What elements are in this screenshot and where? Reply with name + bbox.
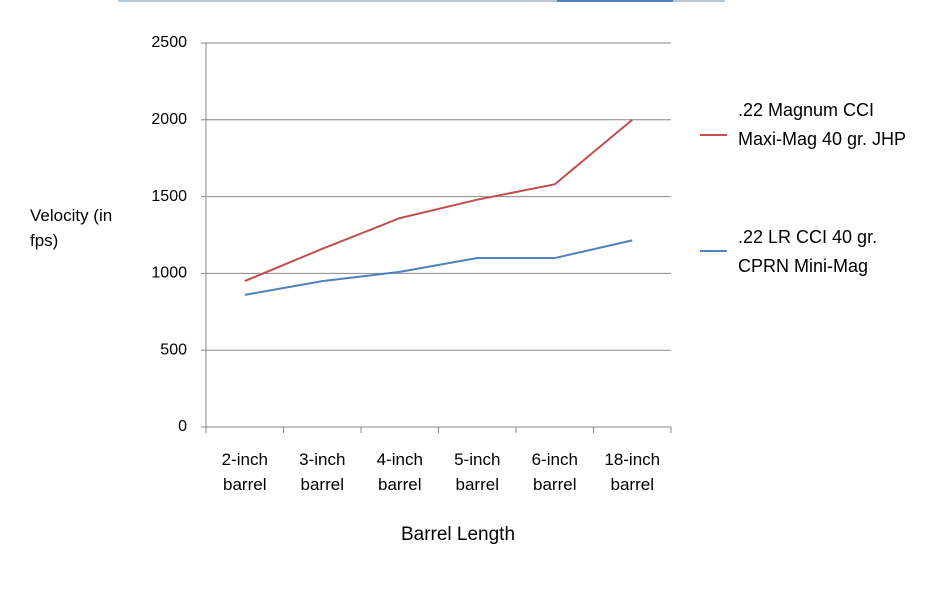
y-tick-label: 500 — [160, 341, 187, 358]
x-tick-label: 4-inch barrel — [376, 450, 423, 494]
series-line — [244, 239, 633, 296]
y-tick-label: 2500 — [151, 34, 187, 51]
x-tick-label: 3-inch barrel — [299, 450, 346, 494]
y-tick-label: 1500 — [151, 188, 187, 205]
x-tick-label: 2-inch barrel — [221, 450, 268, 494]
y-tick-label: 2000 — [151, 111, 187, 128]
y-tick-label: 0 — [178, 418, 187, 435]
y-axis-label: Velocity (in fps) — [30, 206, 113, 250]
legend-label: .22 LR CCI 40 gr. CPRN Mini-Mag — [738, 227, 878, 276]
x-tick-label: 5-inch barrel — [454, 450, 501, 494]
x-tick-label: 6-inch barrel — [531, 450, 578, 494]
x-tick-label: 18-inch barrel — [604, 450, 661, 494]
legend-label: .22 Magnum CCI Maxi-Mag 40 gr. JHP — [738, 100, 907, 149]
y-tick-label: 1000 — [151, 265, 187, 282]
series-line — [244, 119, 633, 283]
x-axis-label: Barrel Length — [400, 524, 516, 545]
